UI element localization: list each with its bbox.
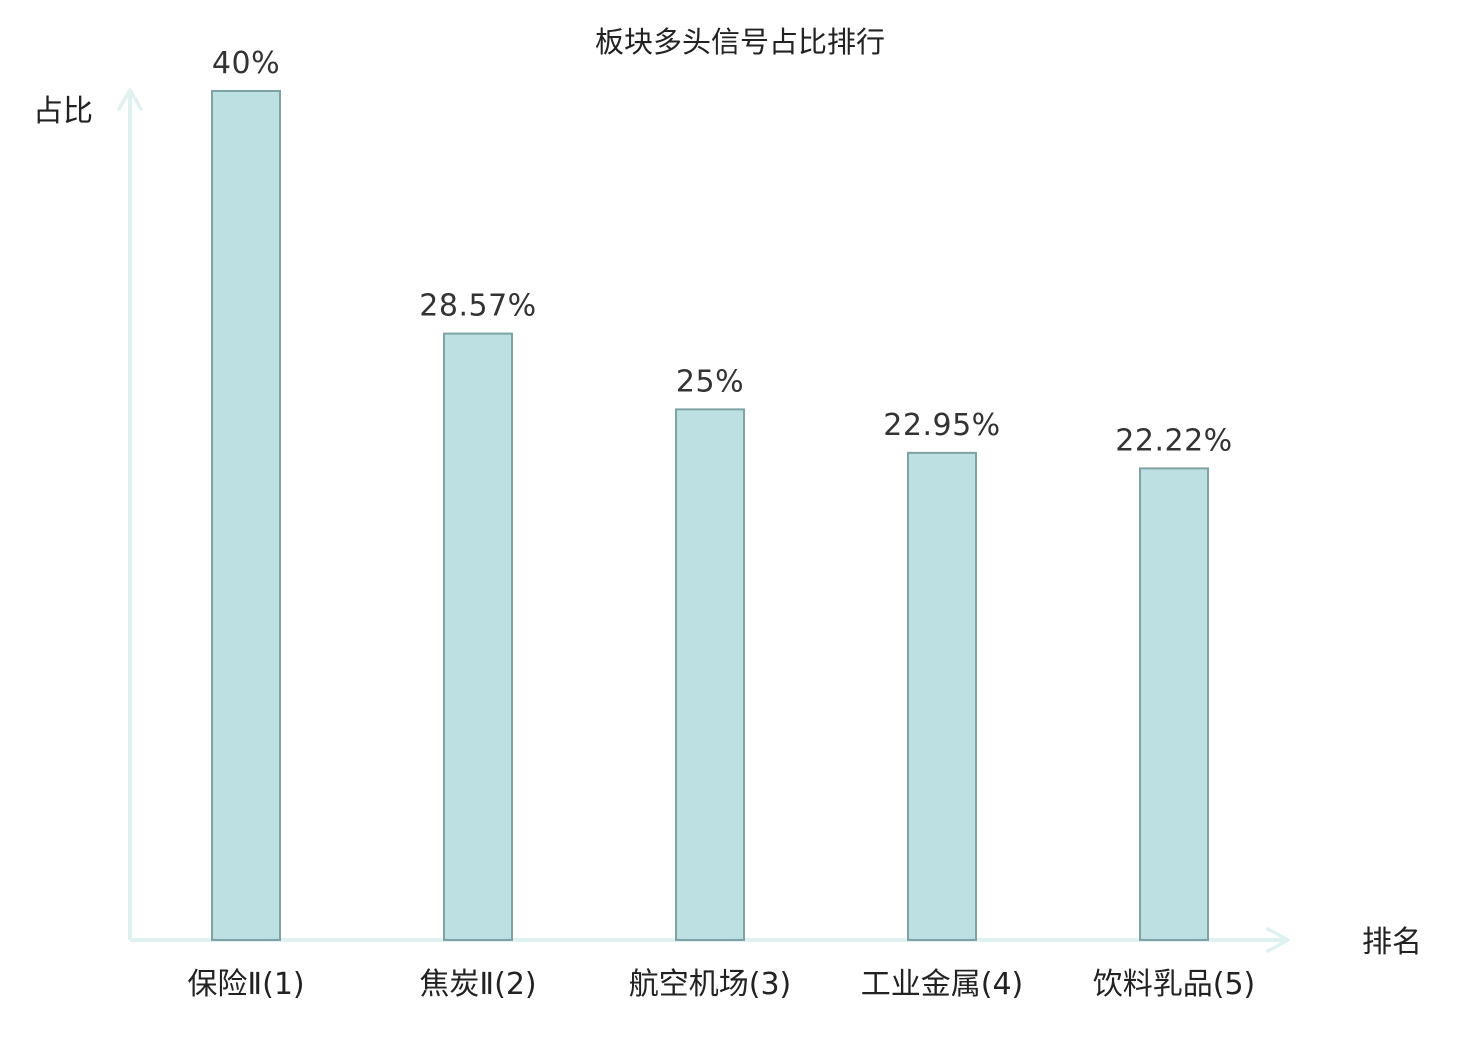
bar [443,332,513,941]
data-label: 22.22% [1115,423,1232,458]
x-tick-label: 焦炭Ⅱ(2) [419,967,536,1002]
x-tick-label: 保险Ⅱ(1) [187,967,304,1002]
chart-title: 板块多头信号占比排行 [595,25,885,59]
x-tick-label: 工业金属(4) [861,967,1024,1002]
bar [675,408,745,941]
data-label: 28.57% [419,289,536,324]
data-label: 25% [676,364,744,399]
value-labels: 40% 28.57% 25% 22.95% 22.22% [212,46,1232,458]
bar [907,451,977,941]
x-tick-label: 饮料乳品(5) [1093,967,1256,1002]
x-axis-arrow-icon [1266,927,1290,953]
bar [1139,467,1209,941]
bar-series [211,90,1209,941]
data-label: 40% [212,46,280,81]
y-axis-label: 占比 [33,94,93,129]
category-labels: 保险Ⅱ(1) 焦炭Ⅱ(2) 航空机场(3) 工业金属(4) 饮料乳品(5) [187,967,1255,1002]
x-tick-label: 航空机场(3) [629,967,792,1002]
bar [211,90,281,941]
data-label: 22.95% [883,408,1000,443]
y-axis-arrow-icon [117,88,143,111]
x-axis-label: 排名 [1362,925,1422,960]
